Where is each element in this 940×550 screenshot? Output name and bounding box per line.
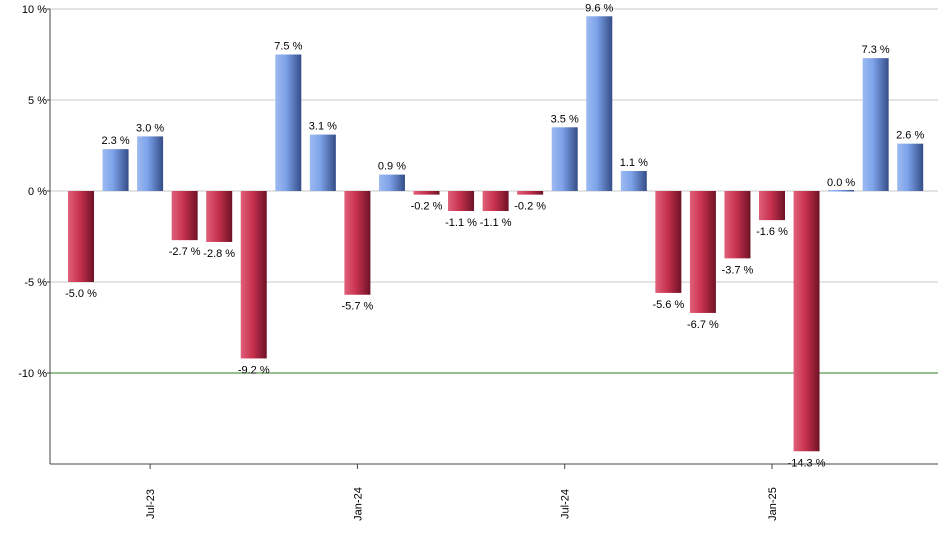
bar — [448, 191, 475, 212]
bar — [586, 16, 613, 192]
bar-value-label: -0.2 % — [514, 201, 546, 213]
x-tick-label: Jan-24 — [352, 487, 364, 521]
bar-value-label: -2.7 % — [169, 246, 201, 258]
bar — [793, 191, 820, 452]
bar — [137, 136, 164, 191]
bar-value-label: -1.1 % — [480, 217, 512, 229]
bar — [102, 149, 129, 191]
bar-value-label: 3.5 % — [551, 113, 579, 125]
x-axis-tick-labels: Jul-23 Jan-24 Jul-24 Jan-25 — [145, 487, 779, 521]
bar-value-label: -0.2 % — [411, 201, 443, 213]
bar-value-label: -1.1 % — [445, 217, 477, 229]
bar — [862, 58, 889, 191]
x-tick-label: Jul-23 — [145, 489, 157, 519]
bar — [344, 191, 371, 295]
bar-value-label: -1.6 % — [756, 226, 788, 238]
y-axis-tick-labels: 10 % 5 % 0 % -5 % -10 % — [18, 4, 47, 380]
bar — [171, 191, 198, 241]
y-tick-label: 5 % — [28, 95, 47, 107]
y-tick-label: 10 % — [22, 4, 47, 16]
bars — [68, 16, 924, 452]
y-tick-label: -10 % — [18, 368, 47, 380]
y-tick-label: -5 % — [24, 277, 47, 289]
bar-value-label: 9.6 % — [585, 2, 613, 14]
bar-value-label: 7.3 % — [862, 44, 890, 56]
x-tick-label: Jan-25 — [767, 487, 779, 521]
bar-value-label: 2.3 % — [101, 135, 129, 147]
bar-value-label: -14.3 % — [788, 457, 826, 469]
bar-value-labels: -5.0 % 2.3 % 3.0 % -2.7 % -2.8 % -9.2 % 7.5 % 3… — [65, 2, 924, 469]
bar-value-label: 0.9 % — [378, 161, 406, 173]
bar — [206, 191, 233, 242]
bar — [551, 127, 578, 191]
bar — [655, 191, 682, 293]
bar — [828, 190, 855, 192]
bar — [240, 191, 267, 359]
axes — [47, 8, 938, 469]
bar — [275, 54, 302, 191]
x-tick-label: Jul-24 — [560, 489, 572, 519]
bar-value-label: 7.5 % — [274, 41, 302, 53]
bar-value-label: -6.7 % — [687, 319, 719, 331]
bar — [517, 191, 544, 195]
y-tick-label: 0 % — [28, 186, 47, 198]
bar — [378, 174, 405, 191]
bar — [689, 191, 716, 313]
bar-value-label: -2.8 % — [203, 248, 235, 260]
bar-value-label: 1.1 % — [620, 157, 648, 169]
bar — [759, 191, 785, 221]
bar — [620, 170, 647, 191]
bar-value-label: -5.7 % — [342, 301, 374, 313]
bar — [68, 191, 94, 282]
bar-value-label: 0.0 % — [827, 177, 855, 189]
bar-value-label: 3.1 % — [309, 121, 337, 133]
bar-value-label: 3.0 % — [136, 122, 164, 134]
bar-value-label: -9.2 % — [238, 364, 270, 376]
bar — [724, 191, 751, 259]
bar-value-label: -3.7 % — [722, 264, 754, 276]
bar — [482, 191, 509, 212]
bar — [897, 143, 924, 191]
bar-value-label: -5.0 % — [65, 288, 97, 300]
bar-value-label: 2.6 % — [896, 130, 924, 142]
bar — [413, 191, 440, 195]
bar-value-label: -5.6 % — [652, 299, 684, 311]
bar — [309, 134, 336, 191]
